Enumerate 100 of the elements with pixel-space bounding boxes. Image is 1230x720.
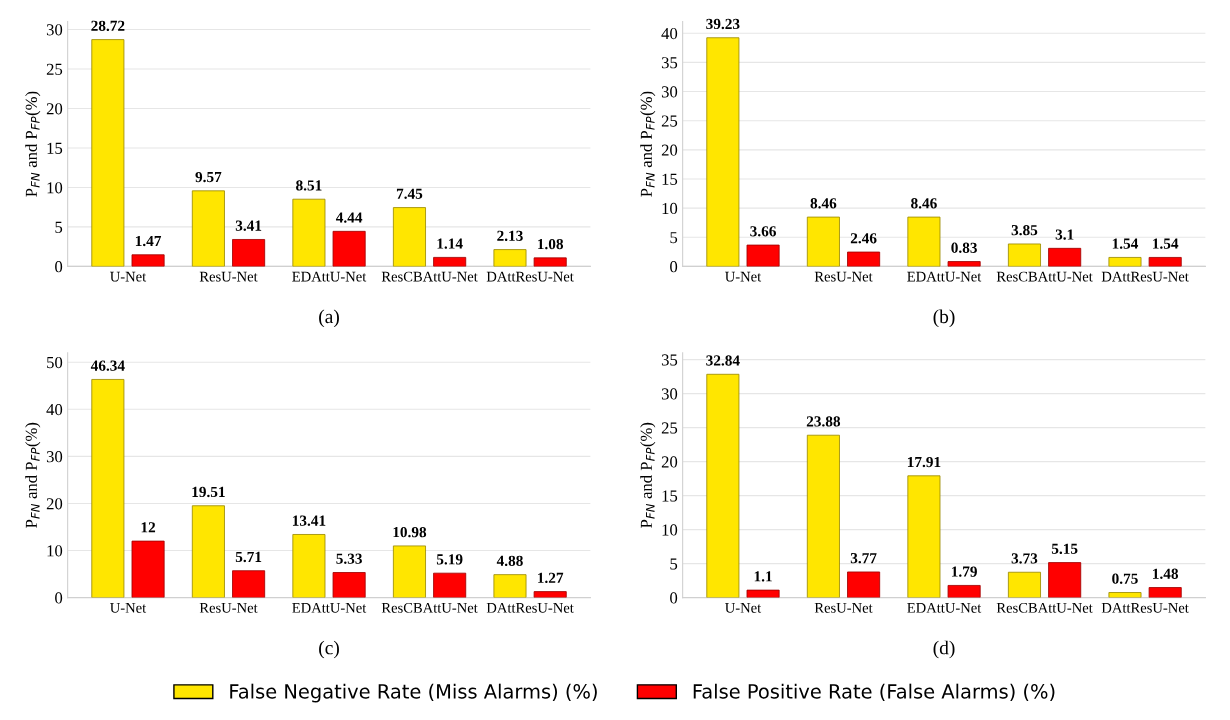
x-tick-label: ResCBAttU-Net	[381, 271, 478, 282]
x-axis-title: (b)	[933, 309, 955, 328]
y-tick-label: 25	[661, 422, 678, 434]
data-label: 17.91	[907, 456, 941, 468]
bar	[1108, 257, 1142, 267]
y-tick-label: 35	[661, 354, 678, 366]
bar	[746, 589, 780, 598]
data-label: 9.57	[195, 171, 222, 183]
y-axis-title: P$_{FN}$ and P$_{FP}$(%)	[25, 422, 41, 528]
bar	[847, 251, 881, 267]
data-label: 5.19	[436, 554, 463, 565]
x-axis-title: (a)	[319, 309, 339, 328]
bar	[1148, 587, 1182, 598]
data-label: 1.1	[754, 571, 772, 582]
bar	[1148, 257, 1182, 267]
data-label: 0.75	[1112, 573, 1138, 584]
x-tick-label: EDAttU-Net	[907, 271, 982, 282]
data-label: 0.83	[951, 242, 977, 253]
bar	[806, 216, 840, 267]
x-tick-label: DAttResU-Net	[486, 271, 574, 282]
data-label: 12	[141, 522, 156, 533]
bar	[232, 239, 266, 267]
data-label: 28.72	[91, 20, 125, 32]
bar	[493, 574, 527, 598]
y-axis-title: P$_{FN}$ and P$_{FP}$(%)	[640, 91, 656, 197]
x-tick-label: U-Net	[725, 603, 762, 613]
bar	[433, 572, 467, 598]
bar	[1007, 243, 1041, 267]
x-tick-label: U-Net	[110, 271, 147, 282]
y-tick-label: 40	[661, 27, 678, 40]
bar	[292, 198, 326, 267]
y-tick-label: 25	[661, 115, 678, 127]
data-label: 19.51	[192, 486, 225, 498]
data-label: 5.15	[1051, 543, 1078, 554]
y-tick-label: 5	[670, 232, 678, 244]
y-tick-label: 20	[46, 103, 63, 115]
bar	[907, 216, 941, 267]
data-label: 1.54	[1153, 238, 1179, 249]
data-label: 39.23	[706, 18, 740, 30]
x-tick-label: DAttResU-Net	[1101, 602, 1189, 613]
data-label: 32.84	[706, 355, 740, 366]
data-label: 1.08	[538, 238, 564, 250]
data-label: 1.79	[951, 566, 977, 577]
y-tick-label: 5	[55, 221, 63, 233]
bar	[1007, 571, 1041, 598]
bar	[907, 475, 941, 598]
y-tick-label: 20	[46, 498, 63, 510]
data-label: 23.88	[806, 416, 841, 427]
data-label: 8.46	[911, 198, 937, 209]
bar	[91, 379, 125, 598]
y-tick-label: 15	[47, 142, 63, 154]
bar	[1048, 562, 1082, 598]
data-label: 3.41	[235, 220, 262, 231]
bar	[292, 534, 326, 598]
x-tick-label: ResU-Net	[814, 603, 873, 613]
x-tick-label: ResCBAttU-Net	[381, 602, 478, 613]
data-label: 1.27	[538, 572, 564, 584]
x-tick-label: DAttResU-Net	[1101, 271, 1189, 282]
y-tick-label: 35	[661, 57, 678, 69]
bar	[533, 591, 567, 598]
x-axis-title: (d)	[933, 640, 955, 659]
data-label: 3.85	[1011, 224, 1038, 236]
data-label: 10.98	[393, 526, 427, 538]
y-tick-label: 0	[670, 592, 678, 604]
x-tick-label: ResCBAttU-Net	[996, 602, 1093, 613]
data-label: 3.1	[1055, 229, 1074, 240]
x-tick-label: ResCBAttU-Net	[996, 271, 1093, 282]
data-label: 3.73	[1011, 553, 1038, 564]
bar	[332, 230, 366, 267]
data-label: 13.41	[292, 515, 326, 526]
y-axis-title: P$_{FN}$ and P$_{FP}$(%)	[640, 422, 656, 528]
y-tick-label: 25	[46, 63, 63, 75]
data-label: 1.14	[437, 238, 463, 249]
y-axis-title: P$_{FN}$ and P$_{FP}$(%)	[25, 91, 41, 197]
x-tick-label: EDAttU-Net	[292, 271, 367, 282]
x-tick-label: DAttResU-Net	[486, 602, 574, 613]
data-label: 46.34	[90, 360, 125, 371]
bar	[433, 256, 467, 267]
bar	[191, 190, 225, 267]
data-label: 1.54	[1112, 238, 1139, 249]
bar	[806, 434, 840, 598]
x-tick-label: EDAttU-Net	[292, 602, 367, 613]
y-tick-label: 50	[47, 356, 63, 369]
bar	[947, 261, 981, 267]
bar	[191, 505, 225, 598]
bar	[706, 373, 740, 598]
y-tick-label: 0	[670, 261, 678, 273]
data-label: 3.66	[750, 226, 776, 237]
y-tick-label: 5	[670, 558, 678, 570]
bar	[1048, 247, 1082, 267]
bar	[533, 257, 567, 267]
bar	[131, 254, 165, 267]
legend-label: False Positive Rate (False Alarms) (%)	[693, 683, 1055, 702]
x-tick-label: U-Net	[725, 271, 762, 282]
y-tick-label: 30	[46, 451, 63, 463]
x-axis-title: (c)	[319, 640, 339, 659]
x-tick-label: ResU-Net	[814, 271, 873, 282]
x-tick-label: EDAttU-Net	[907, 602, 982, 613]
y-tick-label: 10	[47, 545, 63, 557]
data-label: 7.45	[396, 188, 423, 199]
